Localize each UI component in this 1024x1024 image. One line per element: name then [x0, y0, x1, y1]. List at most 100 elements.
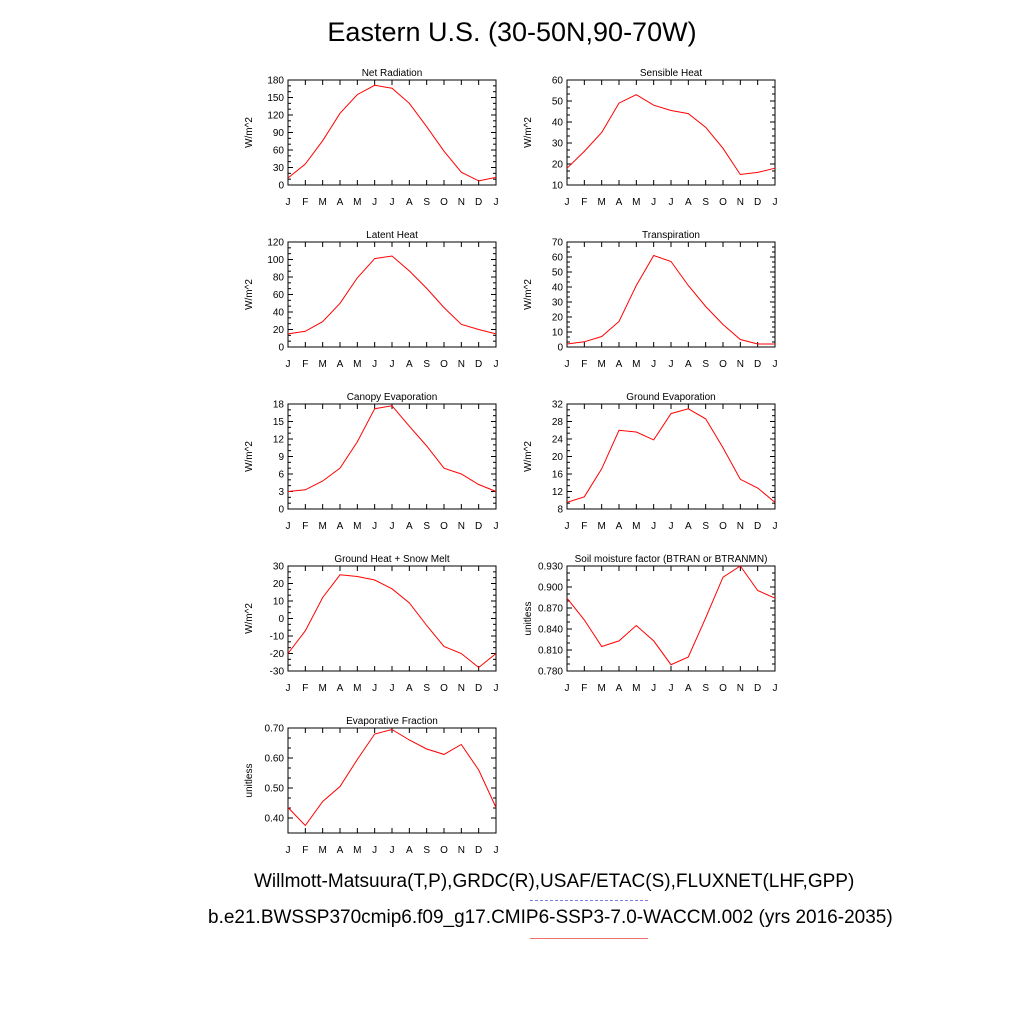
data-point: [495, 806, 497, 808]
y-tick-label: -20: [270, 649, 285, 660]
x-tick-label: M: [353, 359, 361, 370]
data-point: [339, 112, 341, 114]
data-point: [321, 139, 323, 141]
data-point: [756, 487, 758, 489]
y-tick-label: 10: [273, 597, 285, 608]
data-point: [321, 596, 323, 598]
x-tick-label: J: [494, 197, 499, 208]
data-point: [408, 425, 410, 427]
y-tick-label: 0.780: [538, 667, 563, 678]
panel-title: Soil moisture factor (BTRAN or BTRANMN): [575, 554, 768, 565]
x-tick-label: M: [597, 197, 605, 208]
x-tick-label: J: [651, 683, 656, 694]
data-point: [356, 441, 358, 443]
data-point: [670, 109, 672, 111]
data-point: [704, 126, 706, 128]
y-tick-label: 18: [273, 400, 285, 411]
x-tick-label: A: [406, 359, 413, 370]
data-point: [495, 490, 497, 492]
data-point: [373, 733, 375, 735]
caption-observations: Willmott-Matsuura(T,P),GRDC(R),USAF/ETAC…: [78, 871, 1024, 893]
x-tick-label: S: [423, 683, 430, 694]
series-line-ground-heat-snow-melt: [287, 574, 497, 669]
y-tick-label: 0.870: [538, 604, 563, 615]
x-tick-label: J: [390, 845, 395, 856]
x-tick-label: M: [632, 197, 640, 208]
panel-frame: [287, 565, 497, 672]
x-tick-label: J: [651, 359, 656, 370]
data-point: [425, 125, 427, 127]
x-tick-label: A: [685, 521, 692, 532]
y-tick-label: 60: [552, 253, 564, 264]
data-point: [287, 333, 289, 335]
y-tick-label: 30: [273, 562, 285, 573]
x-tick-label: M: [597, 683, 605, 694]
data-point: [373, 257, 375, 259]
data-point: [774, 167, 776, 169]
data-point: [460, 743, 462, 745]
data-point: [618, 640, 620, 642]
data-point: [774, 343, 776, 345]
x-tick-label: F: [302, 845, 308, 856]
series-line-evaporative-fraction: [287, 728, 497, 827]
x-tick-label: M: [353, 683, 361, 694]
x-tick-label: S: [423, 521, 430, 532]
y-tick-label: 0.70: [265, 724, 285, 735]
y-tick-label: 180: [267, 76, 284, 87]
data-point: [425, 287, 427, 289]
data-point: [287, 652, 289, 654]
panel-frame: [566, 241, 776, 348]
y-tick-label: 0.930: [538, 562, 563, 573]
data-point: [704, 305, 706, 307]
x-tick-label: A: [685, 359, 692, 370]
data-point: [339, 785, 341, 787]
x-tick-label: J: [286, 845, 291, 856]
y-tick-label: 24: [552, 435, 564, 446]
x-tick-label: D: [475, 197, 482, 208]
y-tick-label: 20: [273, 325, 285, 336]
x-tick-label: J: [669, 197, 674, 208]
x-tick-label: S: [702, 521, 709, 532]
data-point: [460, 171, 462, 173]
y-tick-label: 60: [552, 76, 564, 87]
x-tick-label: M: [632, 683, 640, 694]
x-tick-label: J: [286, 359, 291, 370]
data-point: [477, 483, 479, 485]
y-tick-label: 10: [552, 181, 564, 192]
x-tick-label: J: [372, 197, 377, 208]
data-point: [670, 260, 672, 262]
data-point: [443, 645, 445, 647]
x-tick-label: J: [773, 197, 778, 208]
y-tick-label: 0: [278, 343, 284, 354]
data-point: [443, 753, 445, 755]
data-point: [722, 323, 724, 325]
y-tick-label: 10: [552, 328, 564, 339]
y-tick-label: 12: [273, 435, 285, 446]
x-tick-label: N: [458, 359, 465, 370]
panel-ground-heat-snow-melt: Ground Heat + Snow Melt W/m^2 -30 -20 -10 0 10…: [244, 554, 499, 694]
x-tick-label: J: [565, 683, 570, 694]
panel-frame: [566, 565, 776, 672]
y-tick-label: 60: [273, 290, 285, 301]
data-point: [477, 666, 479, 668]
y-tick-label: 28: [552, 417, 564, 428]
y-tick-label: 40: [273, 308, 285, 319]
x-tick-label: M: [632, 359, 640, 370]
x-tick-label: A: [616, 521, 623, 532]
x-tick-label: J: [773, 521, 778, 532]
x-tick-label: N: [458, 197, 465, 208]
data-point: [391, 728, 393, 730]
y-tick-label: 0.50: [265, 784, 285, 795]
data-point: [687, 656, 689, 658]
data-point: [408, 739, 410, 741]
panel-title: Ground Heat + Snow Melt: [334, 554, 450, 565]
x-tick-label: S: [702, 683, 709, 694]
x-tick-label: F: [302, 359, 308, 370]
x-tick-label: O: [440, 359, 448, 370]
x-tick-label: J: [372, 683, 377, 694]
x-tick-label: A: [406, 521, 413, 532]
data-point: [443, 306, 445, 308]
